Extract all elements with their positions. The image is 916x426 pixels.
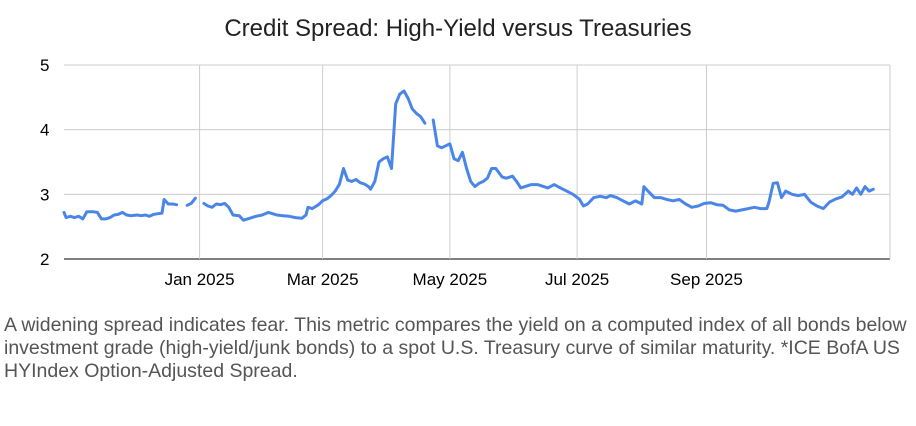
spread-line-segment — [185, 196, 197, 207]
y-tick-label: 2 — [40, 250, 49, 269]
x-tick-label: Jan 2025 — [165, 270, 235, 289]
spread-line-segment — [202, 89, 427, 222]
chart-title: Credit Spread: High-Yield versus Treasur… — [224, 15, 691, 42]
y-axis-tick-labels: 2 3 4 5 — [40, 56, 49, 269]
x-gridlines — [199, 65, 891, 259]
y-gridlines — [64, 64, 890, 260]
spread-line-segment — [431, 118, 875, 213]
x-axis-tick-labels: Jan 2025 Mar 2025 May 2025 Jul 2025 Sep 2025 — [165, 270, 743, 289]
x-tick-label: Sep 2025 — [670, 270, 743, 289]
x-tick-label: Mar 2025 — [287, 270, 359, 289]
y-tick-label: 3 — [40, 185, 49, 204]
y-tick-label: 4 — [40, 121, 49, 140]
credit-spread-chart: Credit Spread: High-Yield versus Treasur… — [40, 15, 891, 289]
x-tick-label: Jul 2025 — [545, 270, 609, 289]
y-tick-label: 5 — [40, 56, 49, 75]
series-lines — [62, 89, 875, 222]
chart-caption: A widening spread indicates fear. This m… — [4, 314, 907, 382]
spread-line-segment — [62, 198, 179, 221]
x-tick-label: May 2025 — [413, 270, 488, 289]
